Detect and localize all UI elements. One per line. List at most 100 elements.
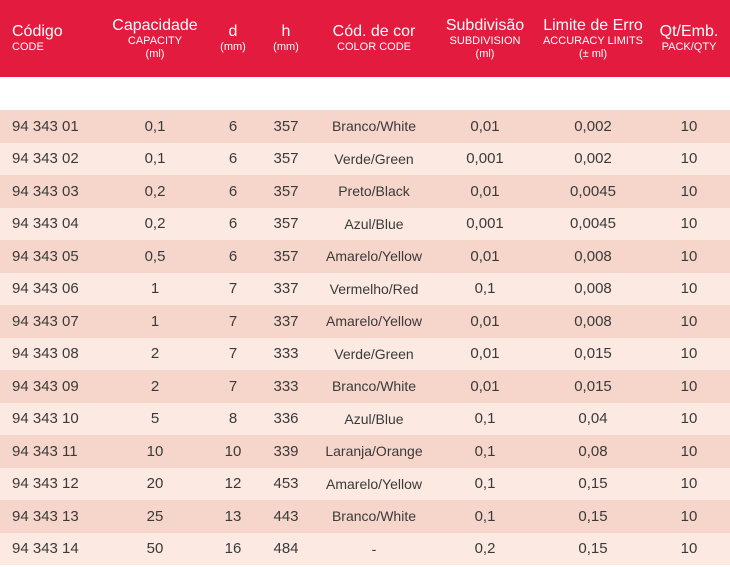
header-limit-unit: (± ml)	[578, 47, 608, 60]
cell-code: 94 343 13	[12, 507, 79, 525]
cell-h: 357	[273, 150, 299, 168]
cell-qty: 10	[680, 247, 698, 265]
table-row: 94 343 14 50 16 484 - 0,2 0,15 10	[0, 532, 730, 565]
cell-subdivision: 0,01	[470, 377, 500, 395]
cell-color: Amarelo/Yellow	[326, 313, 422, 330]
cell-limit: 0,0045	[570, 215, 616, 233]
header-limit-sublabel: ACCURACY LIMITS	[542, 35, 644, 48]
cell-limit: 0,15	[578, 507, 608, 525]
header-color-label: Cód. de cor	[332, 22, 416, 40]
cell-capacity: 0,1	[144, 117, 166, 135]
cell-h: 333	[273, 345, 299, 363]
cell-limit: 0,04	[578, 410, 608, 428]
cell-subdivision: 0,2	[474, 540, 496, 558]
cell-h: 357	[273, 182, 299, 200]
cell-qty: 10	[680, 312, 698, 330]
cell-capacity: 0,2	[144, 182, 166, 200]
cell-h: 484	[273, 540, 299, 558]
table-row: 94 343 07 1 7 337 Amarelo/Yellow 0,01 0,008 10	[0, 305, 730, 338]
cell-limit: 0,015	[574, 345, 612, 363]
cell-capacity: 0,1	[144, 150, 166, 168]
cell-capacity: 2	[150, 377, 160, 395]
cell-capacity: 20	[146, 475, 164, 493]
table-header: Código CODE Capacidade CAPACITY (ml) d (…	[0, 0, 730, 77]
cell-d: 16	[224, 540, 242, 558]
table-row: 94 343 10 5 8 336 Azul/Blue 0,1 0,04 10	[0, 402, 730, 435]
cell-limit: 0,008	[574, 247, 612, 265]
table-row: 94 343 03 0,2 6 357 Preto/Black 0,01 0,0045 10	[0, 175, 730, 208]
table-row: 94 343 05 0,5 6 357 Amarelo/Yellow 0,01 0,008 1…	[0, 240, 730, 273]
cell-limit: 0,015	[574, 377, 612, 395]
cell-code: 94 343 02	[12, 150, 79, 168]
header-code: Código CODE	[0, 0, 112, 77]
cell-d: 6	[228, 215, 238, 233]
cell-capacity: 5	[150, 410, 160, 428]
cell-h: 443	[273, 507, 299, 525]
header-h-label: h	[281, 22, 291, 40]
cell-h: 333	[273, 377, 299, 395]
table-row: 94 343 12 20 12 453 Amarelo/Yellow 0,1 0,15 10	[0, 467, 730, 500]
header-subdivision: Subdivisão SUBDIVISION (ml)	[432, 0, 538, 77]
cell-capacity: 50	[146, 540, 164, 558]
cell-color: Branco/White	[331, 508, 417, 525]
cell-capacity: 0,2	[144, 215, 166, 233]
header-code-sublabel: CODE	[12, 41, 44, 54]
header-d-label: d	[228, 22, 238, 40]
cell-limit: 0,0045	[570, 182, 616, 200]
cell-color: Amarelo/Yellow	[326, 248, 422, 265]
table-body: 94 343 01 0,1 6 357 Branco/White 0,01 0,002 10 9…	[0, 110, 730, 565]
cell-color: Verde/Green	[334, 150, 414, 167]
header-subdivision-unit: (ml)	[475, 47, 495, 60]
cell-limit: 0,002	[574, 150, 612, 168]
cell-h: 357	[273, 215, 299, 233]
cell-subdivision: 0,01	[470, 247, 500, 265]
cell-color: Azul/Blue	[344, 215, 404, 232]
header-qty-sublabel: PACK/QTY	[661, 41, 717, 54]
header-d-unit: (mm)	[220, 41, 246, 54]
cell-subdivision: 0,01	[470, 312, 500, 330]
cell-color: Laranja/Orange	[325, 443, 423, 460]
cell-h: 339	[273, 442, 299, 460]
cell-code: 94 343 12	[12, 475, 79, 493]
table-row: 94 343 02 0,1 6 357 Verde/Green 0,001 0,002 10	[0, 142, 730, 175]
cell-code: 94 343 04	[12, 215, 79, 233]
header-capacity-sublabel: CAPACITY	[127, 35, 183, 48]
cell-color: -	[371, 540, 377, 557]
cell-color: Preto/Black	[338, 183, 410, 200]
cell-capacity: 10	[146, 442, 164, 460]
table-row: 94 343 09 2 7 333 Branco/White 0,01 0,015 10	[0, 370, 730, 403]
cell-code: 94 343 03	[12, 182, 79, 200]
cell-capacity: 25	[146, 507, 164, 525]
cell-d: 13	[224, 507, 242, 525]
cell-d: 7	[228, 312, 238, 330]
header-qty: Qt/Emb. PACK/QTY	[648, 0, 730, 77]
header-capacity-unit: (ml)	[145, 47, 165, 60]
header-color: Cód. de cor COLOR CODE	[316, 0, 432, 77]
cell-code: 94 343 14	[12, 540, 79, 558]
cell-d: 10	[224, 442, 242, 460]
cell-capacity: 0,5	[144, 247, 166, 265]
header-h-unit: (mm)	[273, 41, 299, 54]
cell-subdivision: 0,001	[466, 215, 504, 233]
cell-h: 357	[273, 117, 299, 135]
table-row: 94 343 06 1 7 337 Vermelho/Red 0,1 0,008 10	[0, 272, 730, 305]
cell-color: Branco/White	[331, 378, 417, 395]
cell-limit: 0,15	[578, 475, 608, 493]
table-row: 94 343 01 0,1 6 357 Branco/White 0,01 0,002 10	[0, 110, 730, 143]
header-limit-label: Limite de Erro	[543, 16, 643, 34]
cell-subdivision: 0,1	[474, 410, 496, 428]
cell-d: 12	[224, 475, 242, 493]
cell-h: 453	[273, 475, 299, 493]
header-qty-label: Qt/Emb.	[659, 22, 719, 40]
cell-qty: 10	[680, 280, 698, 298]
cell-qty: 10	[680, 117, 698, 135]
table-row: 94 343 13 25 13 443 Branco/White 0,1 0,15 10	[0, 500, 730, 533]
cell-qty: 10	[680, 215, 698, 233]
cell-subdivision: 0,01	[470, 182, 500, 200]
cell-qty: 10	[680, 345, 698, 363]
table-row: 94 343 11 10 10 339 Laranja/Orange 0,1 0,08 10	[0, 435, 730, 468]
cell-limit: 0,15	[578, 540, 608, 558]
cell-h: 337	[273, 312, 299, 330]
table-row: 94 343 04 0,2 6 357 Azul/Blue 0,001 0,0045 10	[0, 207, 730, 240]
